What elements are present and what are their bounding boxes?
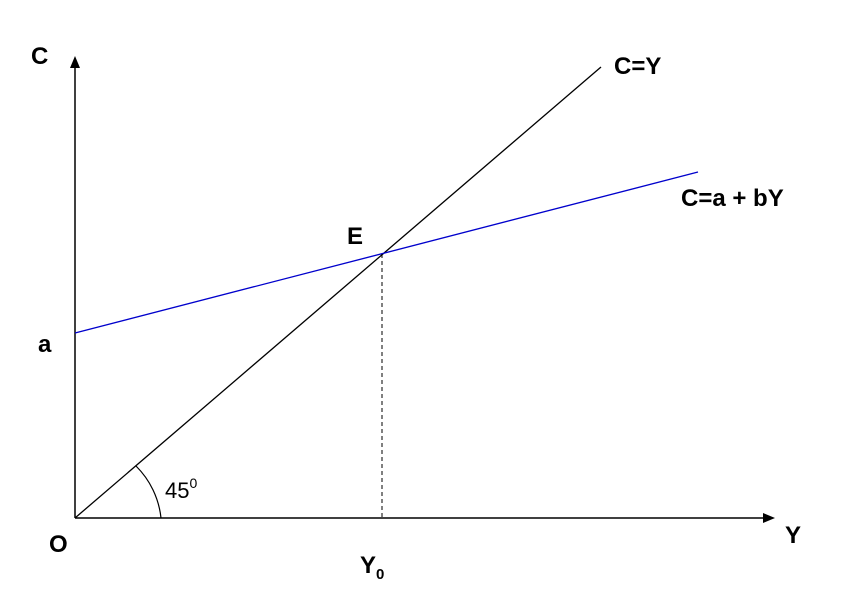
equilibrium-income-label: Y0 [360,552,384,583]
angle-arc [135,465,162,519]
x-axis-arrowhead [763,513,775,523]
consumption-label: C=a + bY [681,185,784,212]
x-axis-label: Y [785,522,801,549]
diagonal-line [74,66,602,519]
consumption-line [74,171,699,334]
equilibrium-income-base: Y [360,552,376,579]
angle-value: 45 [165,478,189,503]
intercept-label: a [38,331,52,358]
angle-superscript: 0 [189,475,197,491]
equilibrium-label: E [347,223,363,250]
equilibrium-income-subscript: 0 [376,566,384,583]
origin-label: O [49,531,68,558]
y-axis-arrowhead [70,56,80,68]
diagonal-label: C=Y [614,53,661,80]
angle-label: 450 [165,475,197,503]
y-axis-label: C [31,43,48,70]
